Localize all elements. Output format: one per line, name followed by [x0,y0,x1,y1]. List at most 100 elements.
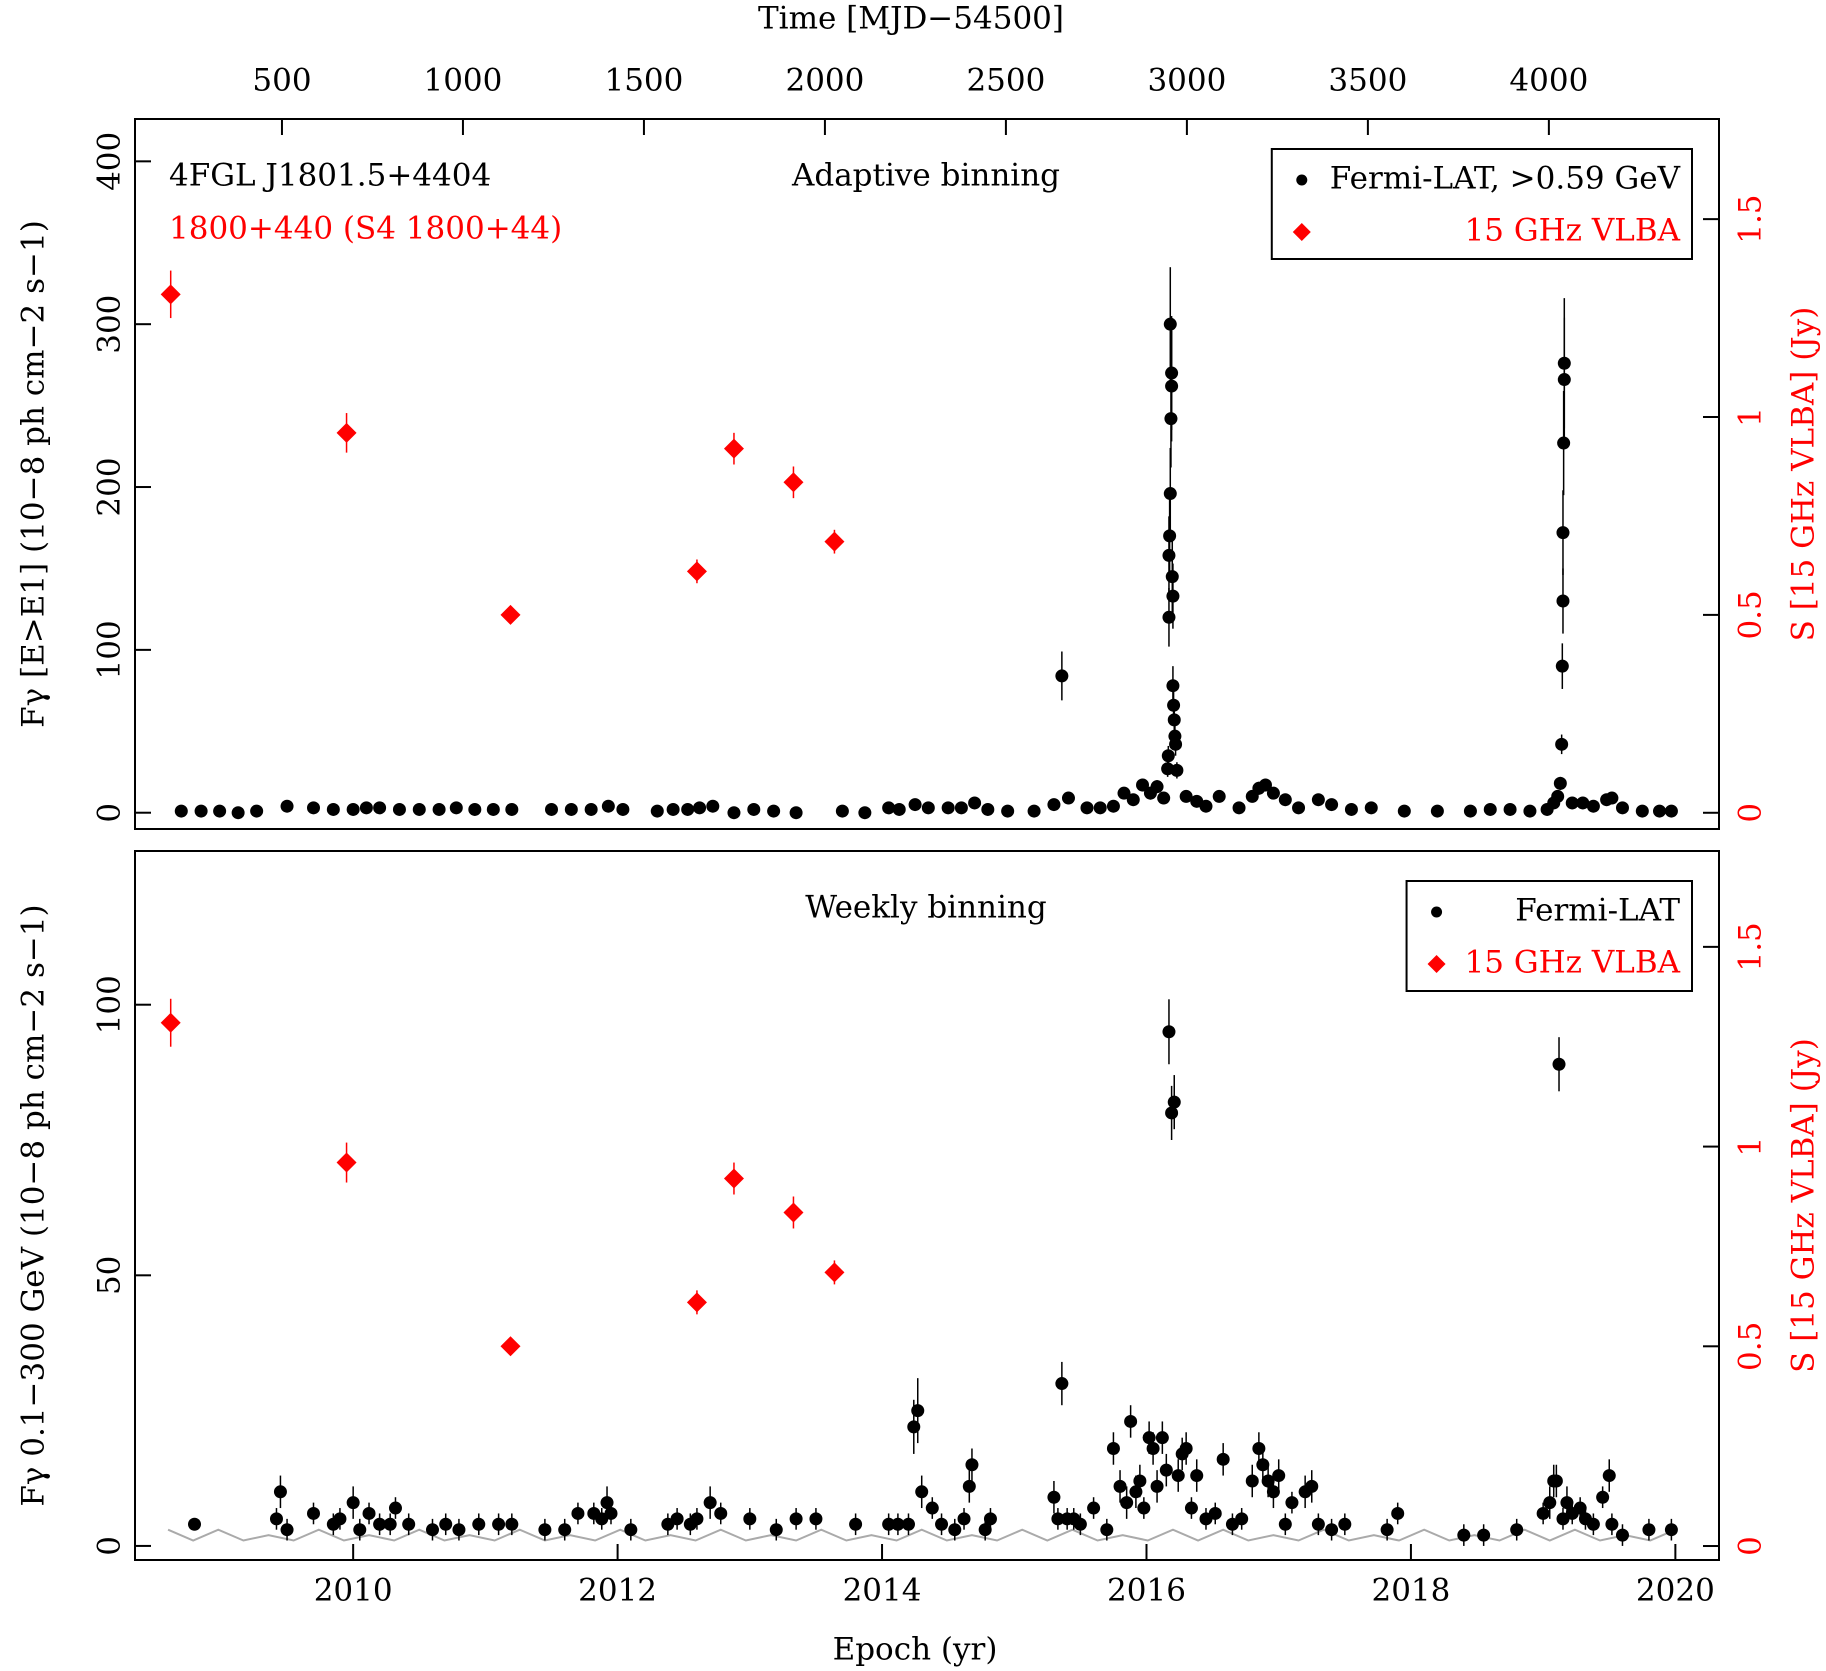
x2-tick-label: 2500 [966,63,1045,99]
y2-axis-label: S [15 GHz VLBA] (Jy) [1786,1038,1822,1373]
fermi-point [1635,804,1649,818]
fermi-point [571,1506,585,1520]
fermi-point [616,802,630,816]
fermi-point [858,806,872,820]
fermi-point [1477,1528,1491,1542]
fermi-point [1573,1501,1587,1515]
fermi-point [1463,804,1477,818]
legend-label: 15 GHz VLBA [1465,213,1681,249]
fermi-point [1137,1501,1151,1515]
fermi-point [882,1517,896,1531]
fermi-point [1216,1452,1230,1466]
legend-label: Fermi-LAT [1515,893,1680,929]
fermi-point [373,801,387,815]
fermi-point [333,1512,347,1526]
vlba-point [160,1012,181,1033]
fermi-point [326,802,340,816]
fermi-point [174,804,188,818]
x-tick-label: 2018 [1371,1573,1450,1609]
x2-tick-label: 3500 [1328,63,1407,99]
fermi-point [1258,778,1272,792]
fermi-point [948,1523,962,1537]
fermi-point [1311,793,1325,807]
legend-box [1405,880,1693,992]
fermi-point [1256,1458,1270,1472]
y2-tick-label: 0.5 [1733,1322,1769,1371]
fermi-point [353,1523,367,1537]
fermi-point [624,1523,638,1537]
fermi-point [1093,801,1107,815]
fermi-point [911,1404,925,1418]
fermi-point [449,801,463,815]
vlba-point [686,1292,707,1313]
fermi-point [273,1485,287,1499]
y2-tick-label: 1 [1733,407,1769,427]
vlba-point [723,1168,744,1189]
y-axis-label: Fγ 0.1−300 GeV (10−8 ph cm−2 s−1) [16,904,52,1506]
fermi-point [1605,1517,1619,1531]
fermi-point [432,802,446,816]
fermi-point [891,1517,905,1531]
fermi-point [1166,589,1180,603]
fermi-point [388,1501,402,1515]
y-tick-label: 200 [92,457,128,516]
fermi-point [1163,487,1177,501]
fermi-point [1543,1496,1557,1510]
fermi-point [954,801,968,815]
fermi-point [269,1512,283,1526]
fermi-point [486,802,500,816]
fermi-point [1605,791,1619,805]
y-tick-label: 0 [92,803,128,823]
fermi-point [1232,801,1246,815]
fermi-point [693,801,707,815]
fermi-point [1557,356,1571,370]
fermi-point [1642,1523,1656,1537]
fermi-point [362,1506,376,1520]
fermi-point [1364,801,1378,815]
fermi-point [1552,1057,1566,1071]
vlba-point [723,438,744,459]
x2-tick-label: 1500 [604,63,683,99]
fermi-point [1615,1528,1629,1542]
fermi-point [359,801,373,815]
panel-title: Weekly binning [805,890,1047,926]
fermi-point [1165,379,1179,393]
fermi-point [213,804,227,818]
fermi-point [1199,799,1213,813]
fermi-point [1169,737,1183,751]
fermi-point [1325,798,1339,812]
fermi-point [1055,669,1069,683]
vlba-point [336,422,357,443]
fermi-point [1576,796,1590,810]
fermi-point [1165,1106,1179,1120]
y-tick-label: 300 [92,295,128,354]
fermi-point [743,1512,757,1526]
fermi-point [564,802,578,816]
fermi-point [1586,799,1600,813]
fermi-point [1430,804,1444,818]
fermi-point [1157,791,1171,805]
y-tick-label: 0 [92,1536,128,1556]
fermi-point [187,1517,201,1531]
fermi-point [1155,1431,1169,1445]
vlba-point [500,1336,521,1357]
fermi-point [1212,789,1226,803]
fermi-point [1167,713,1181,727]
fermi-point [1556,526,1570,540]
x2-tick-label: 500 [252,63,311,99]
fermi-point [1664,1523,1678,1537]
fermi-point [1126,793,1140,807]
legend-marker [1296,174,1308,186]
y2-tick-label: 1 [1733,1137,1769,1157]
fermi-point [1170,763,1184,777]
fermi-point [1120,1496,1134,1510]
fermi-point [1171,1469,1185,1483]
fermi-point [373,1517,387,1531]
fermi-point [402,1517,416,1531]
vlba-point [500,604,521,625]
fermi-point [1555,737,1569,751]
fermi-point [601,799,615,813]
fermi-point [892,802,906,816]
fermi-point [1664,804,1678,818]
